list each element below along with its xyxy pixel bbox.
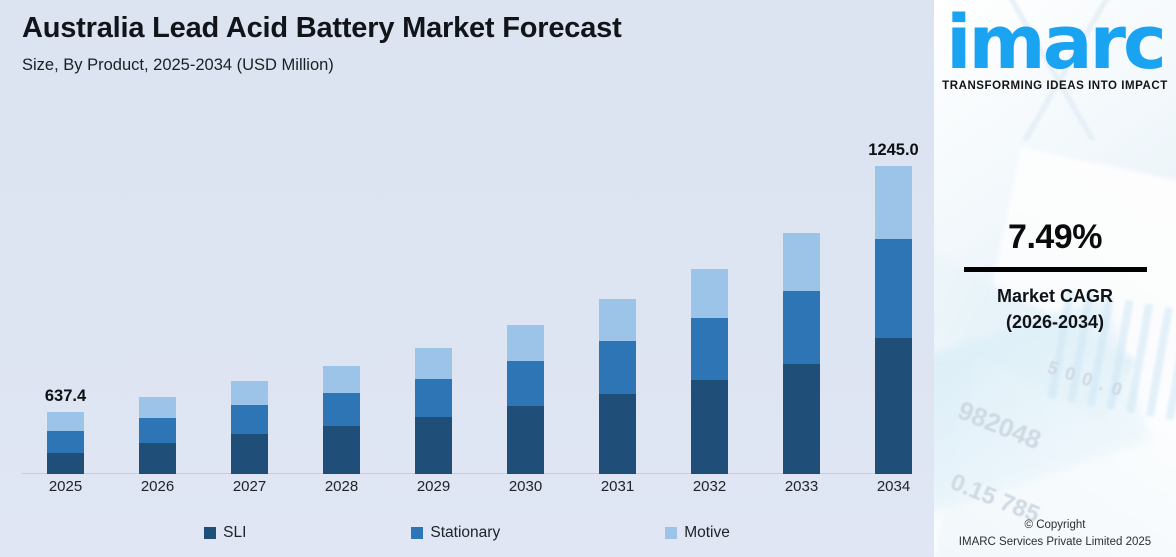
legend-swatch-icon-stationary <box>411 527 424 539</box>
x-tick-2029: 2029 <box>416 478 451 495</box>
background-number-1: 982048 <box>953 394 1046 456</box>
x-tick-2034: 2034 <box>876 478 911 495</box>
bar-segment-stationary-2028 <box>323 393 360 426</box>
bar-segment-stationary-2033 <box>783 291 820 364</box>
copyright-block: © Copyright IMARC Services Private Limit… <box>934 517 1176 552</box>
bar-segment-motive-2030 <box>507 325 544 361</box>
bar-segment-stationary-2026 <box>139 418 176 443</box>
bar-segment-sli-2030 <box>507 406 544 474</box>
logo-tagline-text: TRANSFORMING IDEAS INTO IMPACT <box>942 80 1168 93</box>
bar-value-label-2025: 637.4 <box>44 387 87 405</box>
bar-segment-motive-2032 <box>691 269 728 318</box>
cagr-divider <box>963 267 1147 272</box>
x-tick-2027: 2027 <box>232 478 267 495</box>
x-tick-2033: 2033 <box>784 478 819 495</box>
bar-segment-motive-2027 <box>231 381 268 405</box>
bar-2026 <box>139 397 176 474</box>
plot-area: 637.4 1245.0 <box>22 128 919 474</box>
bar-2029 <box>415 348 452 474</box>
bar-segment-motive-2029 <box>415 348 452 379</box>
x-tick-2030: 2030 <box>508 478 543 495</box>
copyright-line-1: © Copyright <box>1024 518 1086 531</box>
cagr-caption-primary: Market CAGR <box>996 286 1114 306</box>
x-tick-2025: 2025 <box>48 478 83 495</box>
bar-segment-stationary-2031 <box>599 341 636 394</box>
chart-panel: Australia Lead Acid Battery Market Forec… <box>0 0 934 557</box>
logo-wordmark-text: imarc <box>946 0 1167 86</box>
copyright-line-2: IMARC Services Private Limited 2025 <box>958 535 1152 548</box>
bar-segment-motive-2028 <box>323 366 360 393</box>
bar-segment-sli-2033 <box>783 364 820 474</box>
chart-legend: SLI Stationary Motive <box>0 524 934 542</box>
bar-segment-stationary-2034 <box>875 239 912 338</box>
bar-segment-sli-2027 <box>231 434 268 474</box>
bar-segment-sli-2032 <box>691 380 728 474</box>
bar-2034: 1245.0 <box>868 141 919 474</box>
bar-segment-motive-2025 <box>47 412 84 431</box>
cagr-callout: 7.49% Market CAGR (2026-2034) <box>934 218 1176 335</box>
background-paper-graphic <box>934 147 1176 557</box>
background-number-3: 500.0 <box>1045 357 1133 403</box>
bar-segment-sli-2031 <box>599 394 636 474</box>
x-tick-2031: 2031 <box>600 478 635 495</box>
legend-label-sli: SLI <box>223 524 247 541</box>
title-block: Australia Lead Acid Battery Market Forec… <box>0 0 934 77</box>
bar-2025: 637.4 <box>45 387 86 474</box>
x-tick-2026: 2026 <box>140 478 175 495</box>
bar-value-label-2034: 1245.0 <box>868 141 919 159</box>
bar-2031 <box>599 299 636 474</box>
bar-segment-motive-2031 <box>599 299 636 341</box>
bar-segment-stationary-2029 <box>415 379 452 417</box>
legend-item-motive[interactable]: Motive <box>665 524 730 542</box>
legend-swatch-icon-motive <box>665 527 678 539</box>
bar-2027 <box>231 381 268 474</box>
branding-side-panel: 982048 0.15 785 500.0 imarc TRANSFORMING… <box>934 0 1176 557</box>
bar-segment-stationary-2032 <box>691 318 728 380</box>
cagr-value: 7.49% <box>1008 218 1102 256</box>
bar-2032 <box>691 269 728 474</box>
x-axis-tick-labels: 2025 2026 2027 2028 2029 2030 2031 2032 2033 2034 <box>22 478 912 504</box>
bar-2030 <box>507 325 544 474</box>
bar-segment-stationary-2030 <box>507 361 544 406</box>
bar-segment-motive-2033 <box>783 233 820 291</box>
legend-label-motive: Motive <box>684 524 730 541</box>
bar-segment-stationary-2025 <box>47 431 84 453</box>
bar-segment-sli-2028 <box>323 426 360 474</box>
legend-swatch-icon-sli <box>204 527 217 539</box>
cagr-caption-period: (2026-2034) <box>1005 312 1105 333</box>
page-title: Australia Lead Acid Battery Market Forec… <box>22 12 622 44</box>
bar-2033 <box>783 233 820 474</box>
bar-segment-stationary-2027 <box>231 405 268 434</box>
page-subtitle: Size, By Product, 2025-2034 (USD Million… <box>22 56 334 75</box>
bar-segment-motive-2026 <box>139 397 176 418</box>
legend-item-stationary[interactable]: Stationary <box>411 524 500 542</box>
axis-baseline <box>22 473 912 474</box>
imarc-logo: imarc TRANSFORMING IDEAS INTO IMPACT <box>934 0 1176 93</box>
bar-segment-sli-2026 <box>139 443 176 474</box>
bar-segment-sli-2034 <box>875 338 912 474</box>
bar-segment-sli-2025 <box>47 453 84 474</box>
legend-label-stationary: Stationary <box>430 524 501 541</box>
x-tick-2028: 2028 <box>324 478 359 495</box>
bar-segment-motive-2034 <box>875 166 912 239</box>
bar-segment-sli-2029 <box>415 417 452 474</box>
x-tick-2032: 2032 <box>692 478 727 495</box>
bar-2028 <box>323 366 360 474</box>
legend-item-sli[interactable]: SLI <box>204 524 246 542</box>
